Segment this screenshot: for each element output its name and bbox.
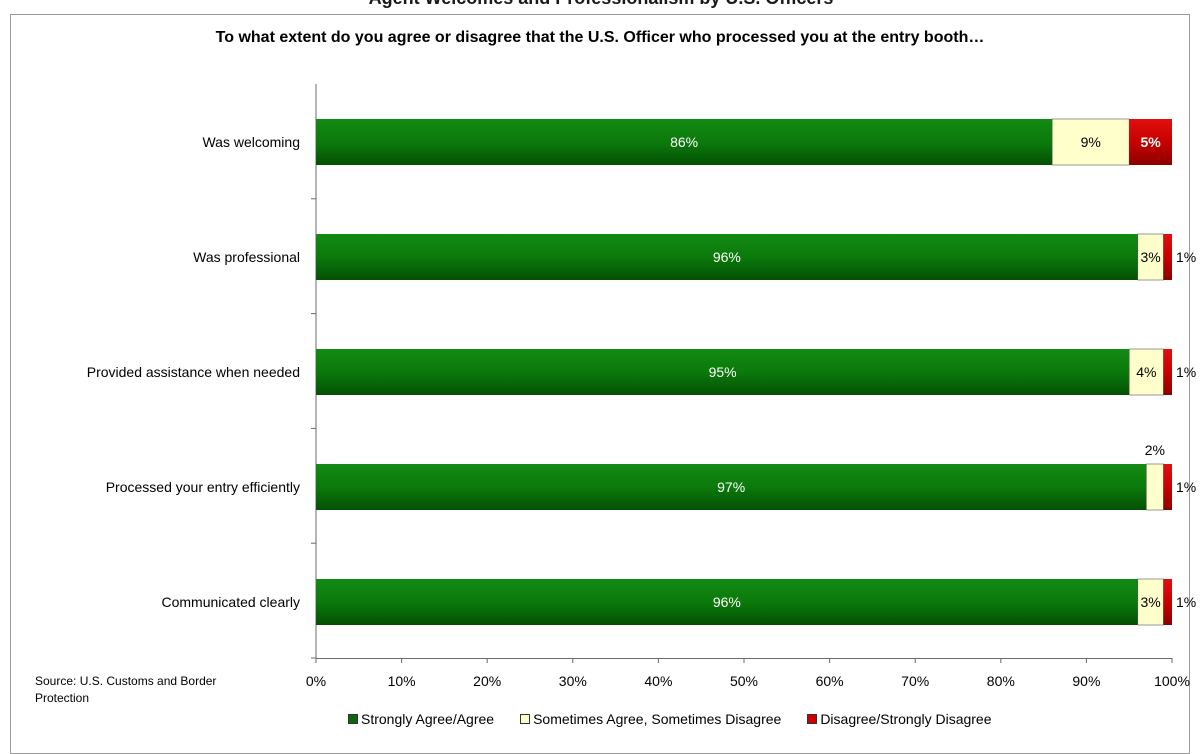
- bar-segment: [1137, 578, 1164, 626]
- category-label: Communicated clearly: [162, 594, 301, 610]
- x-tick-label: 80%: [987, 673, 1015, 689]
- bar-segment: [1137, 233, 1164, 281]
- legend-swatch: [520, 714, 531, 724]
- x-tick-label: 10%: [388, 673, 416, 689]
- chart-title: To what extent do you agree or disagree …: [215, 29, 985, 46]
- category-label: Was professional: [193, 249, 300, 265]
- page-title: Agent Welcomes and Professionalism by U.…: [0, 0, 1202, 9]
- bar-segment: [316, 464, 1147, 510]
- legend-swatch: [348, 714, 358, 724]
- legend-item: Strongly Agree/Agree: [348, 711, 494, 727]
- bar-segment: [1163, 464, 1172, 510]
- x-tick-label: 50%: [730, 673, 758, 689]
- x-tick-label: 40%: [644, 673, 672, 689]
- data-label: 97%: [717, 479, 745, 495]
- bar-segment: [316, 579, 1138, 625]
- data-label: 96%: [713, 249, 741, 265]
- legend-item: Sometimes Agree, Sometimes Disagree: [520, 711, 781, 727]
- bar-segment: [316, 349, 1130, 395]
- data-label: 9%: [1081, 134, 1101, 150]
- chart-legend: Strongly Agree/Agree Sometimes Agree, Som…: [348, 711, 1018, 727]
- category-label: Provided assistance when needed: [87, 364, 300, 380]
- data-label: 1%: [1176, 594, 1196, 610]
- x-tick-label: 70%: [901, 673, 929, 689]
- x-tick-label: 30%: [559, 673, 587, 689]
- data-label: 3%: [1140, 249, 1160, 265]
- category-label: Processed your entry efficiently: [106, 479, 300, 495]
- data-label: 86%: [670, 134, 698, 150]
- data-label: 1%: [1176, 364, 1196, 380]
- bar-segment: [1051, 118, 1130, 166]
- data-label: 1%: [1176, 479, 1196, 495]
- source-note: Source: U.S. Customs and Border Protecti…: [35, 674, 217, 705]
- data-label: 2%: [1145, 442, 1165, 458]
- bar-segment: [1163, 579, 1172, 625]
- bar-segment: [1163, 234, 1172, 280]
- data-label: 1%: [1176, 249, 1196, 265]
- bar-segment: [1129, 119, 1172, 165]
- legend-item: Disagree/Strongly Disagree: [807, 711, 992, 727]
- x-tick-label: 100%: [1154, 673, 1190, 689]
- x-tick-label: 0%: [306, 673, 326, 689]
- data-label: 95%: [709, 364, 737, 380]
- legend-swatch: [807, 714, 818, 724]
- bar-segment: [1163, 349, 1172, 395]
- x-tick-label: 90%: [1072, 673, 1100, 689]
- x-tick-label: 20%: [473, 673, 501, 689]
- legend-label: Strongly Agree/Agree: [361, 711, 495, 727]
- data-label: 4%: [1136, 364, 1156, 380]
- data-label: 3%: [1140, 594, 1160, 610]
- legend-label: Disagree/Strongly Disagree: [820, 711, 992, 727]
- category-label: Was welcoming: [202, 134, 300, 150]
- bar-segment: [1128, 348, 1164, 396]
- data-label: 96%: [713, 594, 741, 610]
- bar-segment: [316, 234, 1138, 280]
- bar-segment: [316, 119, 1053, 165]
- bar-segment: [1146, 463, 1164, 511]
- legend-label: Sometimes Agree, Sometimes Disagree: [533, 711, 782, 727]
- x-tick-label: 60%: [816, 673, 844, 689]
- data-label: 5%: [1140, 134, 1161, 150]
